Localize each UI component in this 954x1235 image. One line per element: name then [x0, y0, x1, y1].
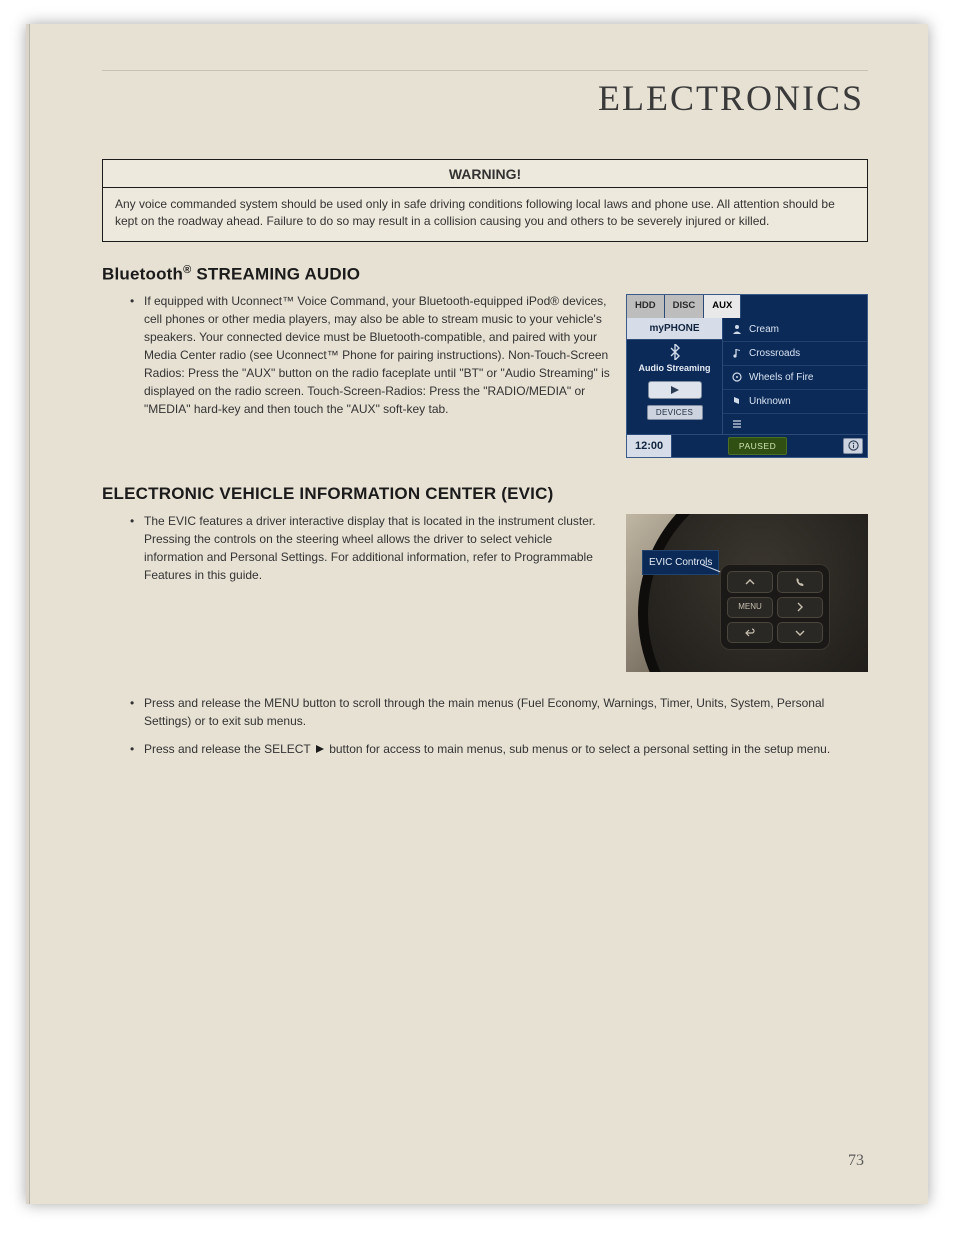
- evic-heading: ELECTRONIC VEHICLE INFORMATION CENTER (E…: [102, 484, 868, 504]
- warning-box: WARNING! Any voice commanded system shou…: [102, 159, 868, 242]
- warning-body: Any voice commanded system should be use…: [103, 188, 867, 241]
- evic-back-button: [727, 622, 773, 643]
- chapter-title: ELECTRONICS: [102, 77, 864, 119]
- radio-paused-badge: PAUSED: [728, 437, 787, 456]
- evic-bullet-2: Press and release the MENU button to scr…: [130, 694, 868, 730]
- bt-head-post: STREAMING AUDIO: [191, 264, 360, 283]
- bluetooth-content: HDD DISC AUX myPHONE Audio Streaming: [130, 292, 868, 466]
- evic-bullet-1: The EVIC features a driver interactive d…: [130, 512, 868, 584]
- bluetooth-heading: Bluetooth® STREAMING AUDIO: [102, 264, 868, 285]
- list-icon: [731, 418, 743, 430]
- evic-menu-button: MENU: [727, 597, 773, 618]
- select-play-icon: [315, 741, 325, 759]
- bt-head-pre: Bluetooth: [102, 264, 183, 283]
- evic-down-button: [777, 622, 823, 643]
- radio-clock: 12:00: [627, 435, 672, 458]
- evic-b3-pre: Press and release the SELECT: [144, 742, 314, 756]
- radio-bottom-bar: 12:00 PAUSED: [627, 434, 867, 458]
- page: ELECTRONICS WARNING! Any voice commanded…: [26, 24, 928, 1204]
- warning-heading: WARNING!: [103, 160, 867, 188]
- page-number: 73: [848, 1152, 864, 1170]
- evic-content: EVIC Controls MENU The EVIC features a d…: [130, 512, 868, 759]
- page-container: ELECTRONICS WARNING! Any voice commanded…: [26, 24, 928, 1204]
- header-rule: [102, 70, 868, 71]
- evic-b3-post: button for access to main menus, sub men…: [326, 742, 830, 756]
- evic-bullet-3: Press and release the SELECT button for …: [130, 740, 868, 759]
- bluetooth-bullet-1: If equipped with Uconnect™ Voice Command…: [130, 292, 868, 418]
- radio-info-button: [843, 438, 863, 454]
- evic-right-button: [777, 597, 823, 618]
